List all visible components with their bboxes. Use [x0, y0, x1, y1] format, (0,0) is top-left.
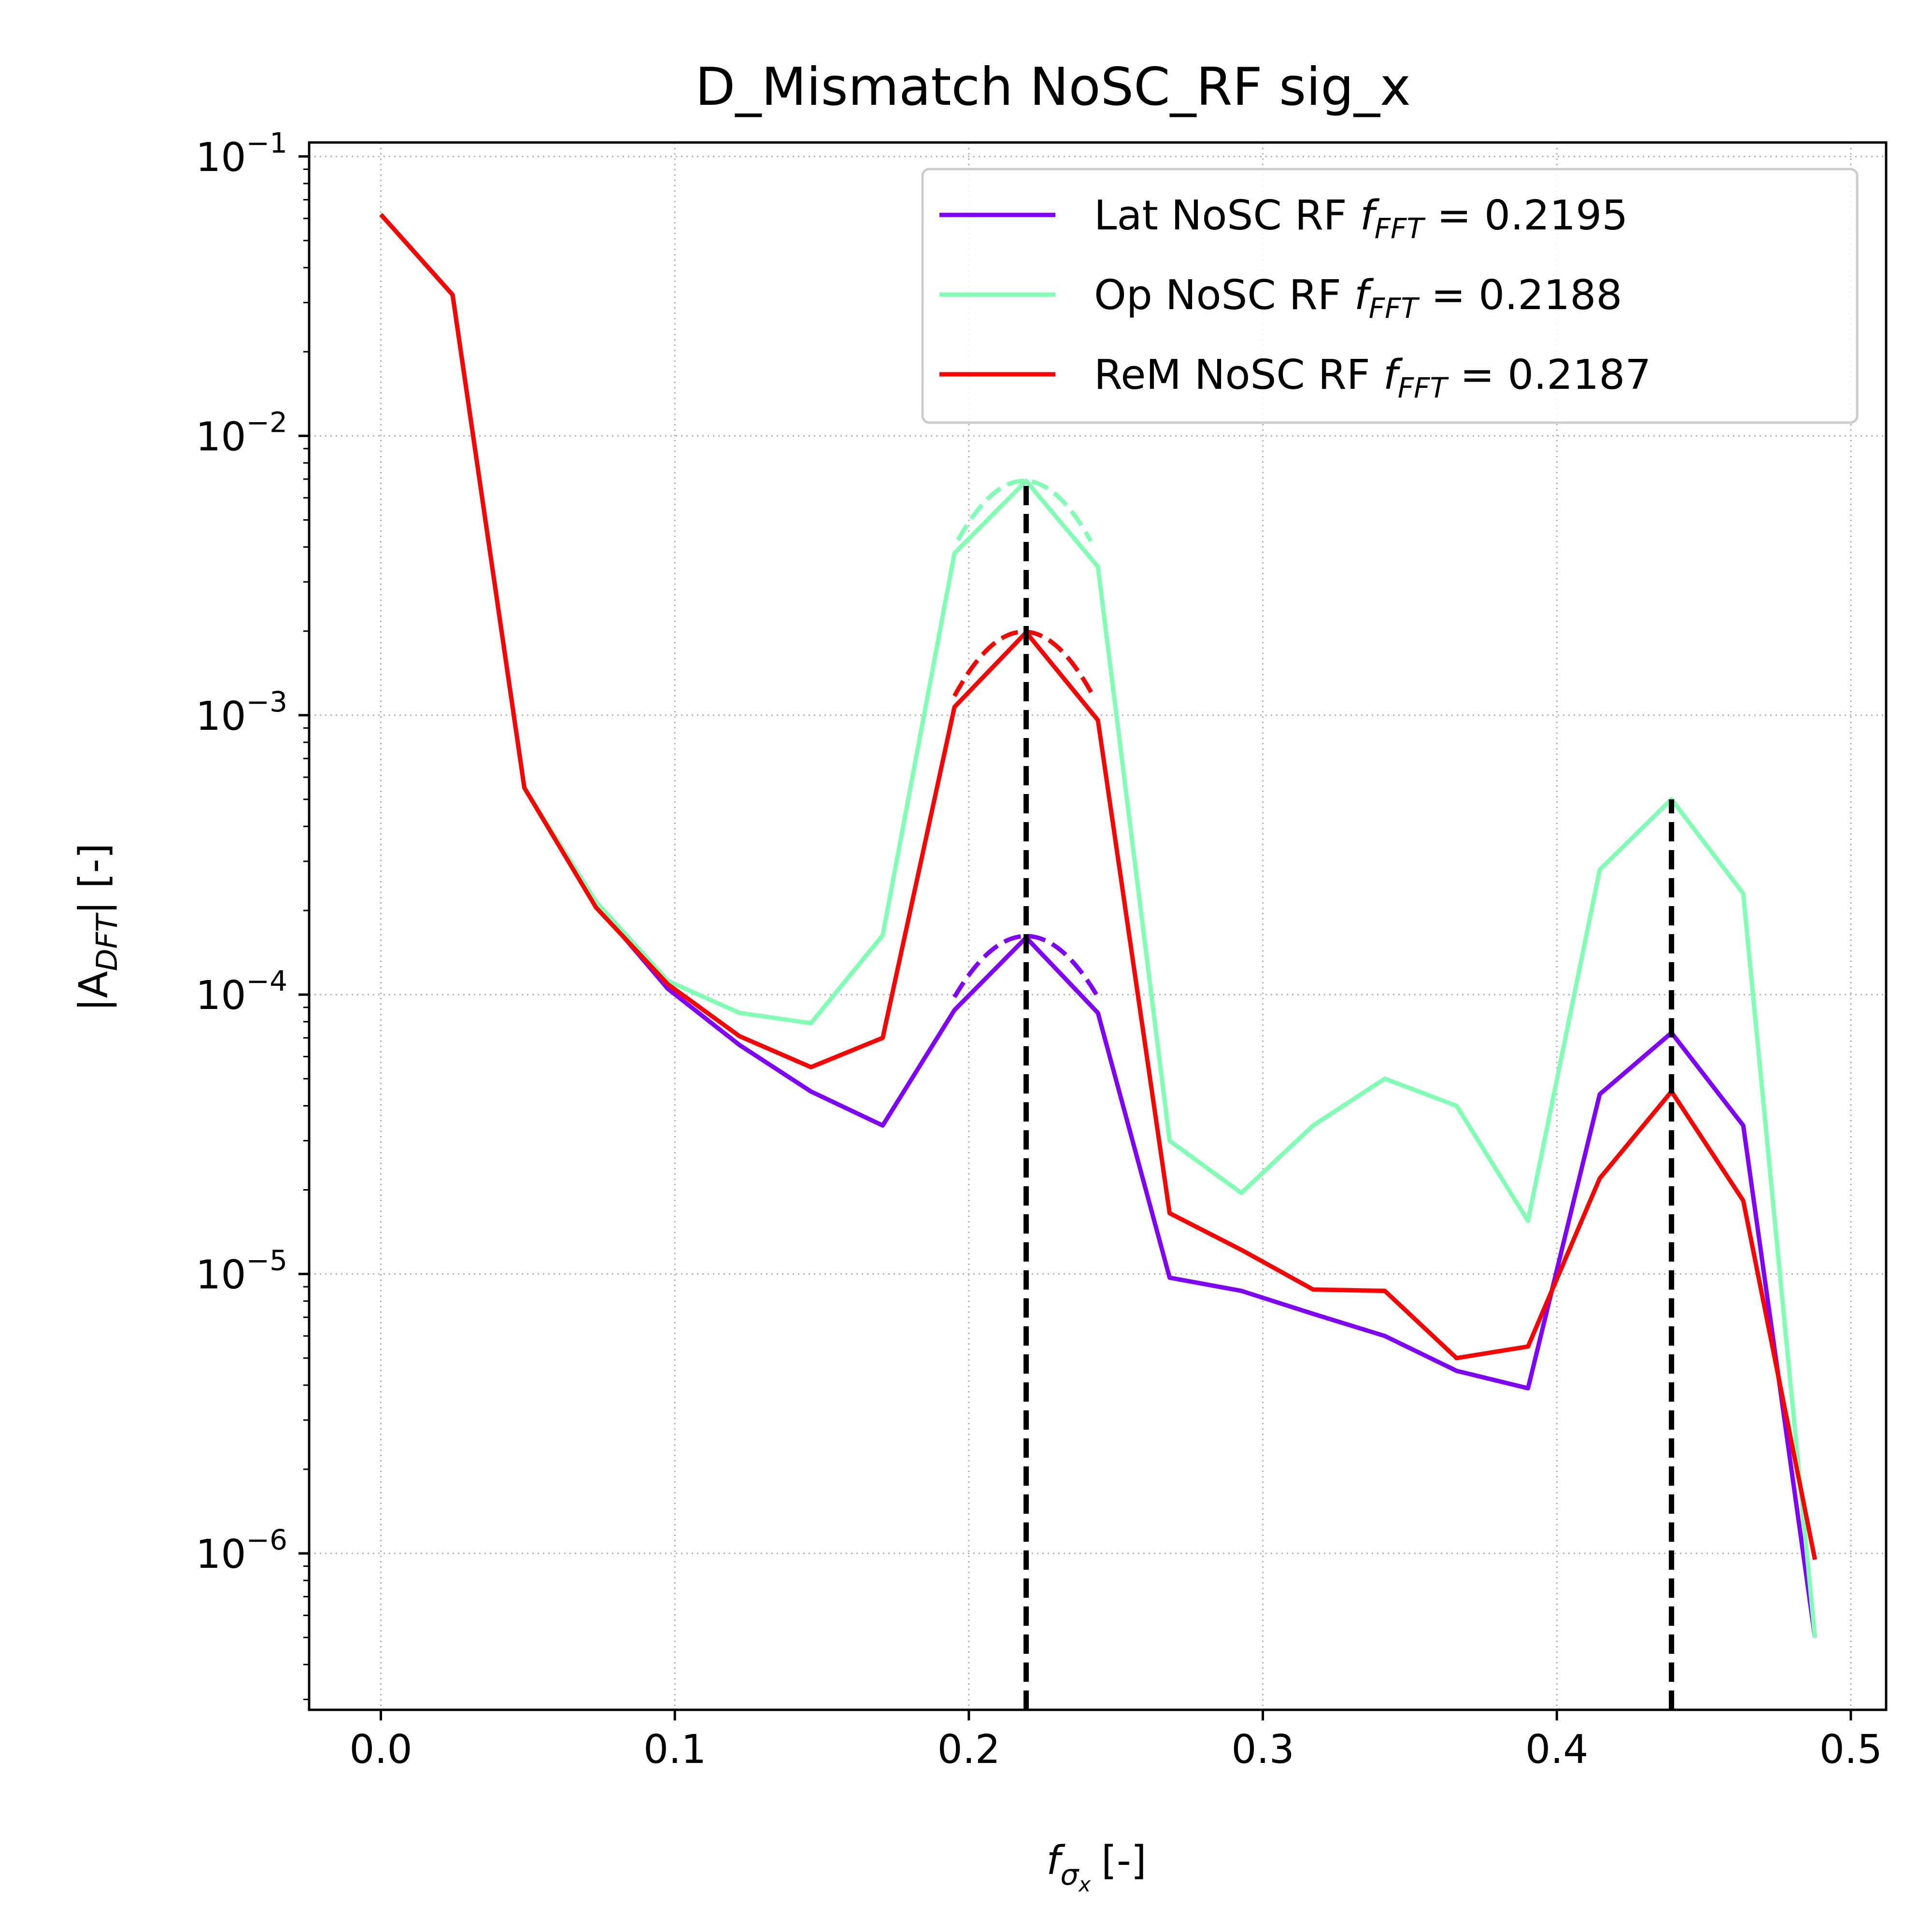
- y-tick-label: 10−4: [196, 965, 287, 1019]
- legend: Lat NoSC RF fFFT = 0.2195 Op NoSC RF fFFT…: [921, 168, 1859, 424]
- vline-group: [1023, 481, 1675, 1710]
- x-label-unit: [-]: [1101, 1838, 1147, 1884]
- x-tick-label: 0.3: [1231, 1727, 1294, 1773]
- fit-curve-lat: [952, 934, 1100, 998]
- y-label-suffix: | [-]: [71, 843, 117, 914]
- y-axis-label: |ADFT| [-]: [71, 843, 124, 1011]
- x-label-subsub: x: [1078, 1873, 1091, 1896]
- y-axis: 10−1 10−2 10−3 10−4 10−5 10−6: [196, 127, 309, 1701]
- legend-label: Lat NoSC RF fFFT = 0.2195: [1094, 192, 1628, 245]
- fit-curve-op: [956, 479, 1093, 542]
- x-tick-label: 0.5: [1819, 1727, 1882, 1773]
- series-line-op: [379, 213, 1818, 1638]
- x-tick-label: 0.0: [349, 1727, 412, 1773]
- plot-frame: [308, 141, 1888, 1711]
- x-axis-label: fσx[-]: [1046, 1838, 1146, 1896]
- y-label-prefix: |A: [71, 971, 117, 1011]
- series-group: [379, 213, 1818, 1638]
- x-axis: 0.0 0.1 0.2 0.3 0.4 0.5: [349, 1710, 1882, 1773]
- series-line-rem: [379, 213, 1818, 1560]
- y-tick-label: 10−5: [196, 1244, 287, 1298]
- legend-box: [921, 168, 1859, 424]
- y-tick-label: 10−6: [196, 1523, 287, 1577]
- fit-curve-rem: [952, 629, 1096, 699]
- x-label-sub: σ: [1060, 1858, 1080, 1892]
- x-tick-label: 0.1: [643, 1727, 706, 1773]
- x-tick-label: 0.4: [1525, 1727, 1588, 1773]
- y-label-sub: DFT: [90, 912, 124, 971]
- chart-title: D_Mismatch NoSC_RF sig_x: [695, 57, 1411, 117]
- y-tick-label: 10−1: [196, 127, 287, 181]
- y-tick-label: 10−2: [196, 406, 287, 460]
- legend-label: Op NoSC RF fFFT = 0.2188: [1094, 271, 1622, 325]
- y-tick-label: 10−3: [196, 685, 287, 739]
- legend-label: ReM NoSC RF fFFT = 0.2187: [1094, 351, 1651, 404]
- x-tick-label: 0.2: [938, 1727, 1000, 1773]
